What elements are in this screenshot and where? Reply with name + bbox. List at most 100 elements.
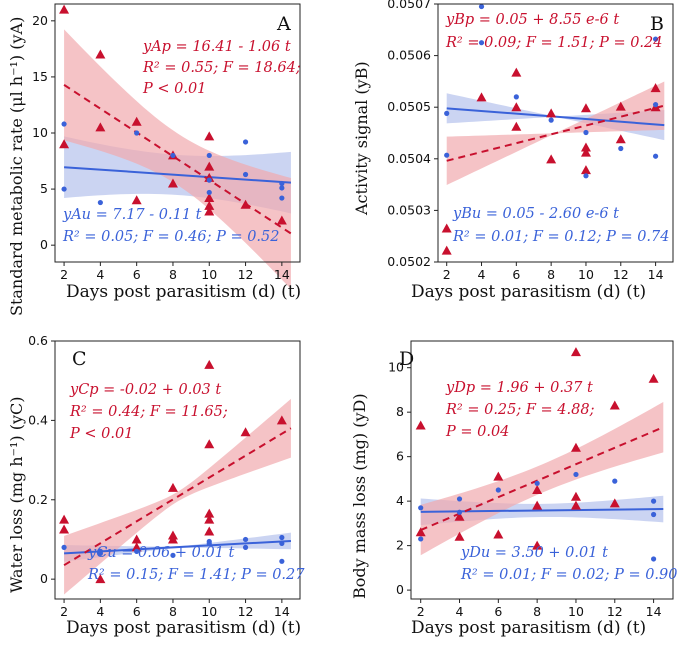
chart-c-eq-red-2: R² = 0.44; F = 11.65; [69,404,228,420]
point-parasitized [204,161,215,171]
point-unparasitized [650,556,657,562]
y-tick-label: 0.0505 [387,99,431,114]
point-parasitized [204,131,215,141]
chart-a-eq-red-3: P < 0.01 [142,81,206,97]
chart-c-xlabel: Days post parasitism (d) (t) [66,618,301,638]
point-parasitized [570,347,581,357]
x-tick-label: 4 [456,604,464,619]
chart-a-eq-red-1: yAp = 16.41 - 1.06 t [142,39,291,55]
point-parasitized [167,482,178,492]
point-unparasitized [279,185,285,191]
point-unparasitized [478,40,485,46]
plot-frame [410,340,674,600]
point-parasitized [240,199,251,209]
point-unparasitized [650,498,657,504]
x-tick-label: 2 [60,604,68,619]
point-unparasitized [652,102,659,108]
y-tick-label: 0.6 [28,333,48,348]
point-unparasitized [170,552,176,558]
point-unparasitized [170,152,176,159]
point-unparasitized [478,3,485,10]
x-tick-label: 6 [494,604,502,619]
chart-a-eq-blue-2: R² = 0.05; F = 0.46; P = 0.52 [62,229,280,245]
panel-d: 2 4 6 8 10 12 14 0 2 4 6 8 10 D yDp = 1.96 + 0.37 t … [343,321,685,645]
point-unparasitized [279,540,285,547]
chart-a-letter: A [276,13,291,35]
chart-c-plot: 2 4 6 8 10 12 14 0 0.2 0.4 0.6 [28,333,301,619]
point-unparasitized [618,145,624,152]
y-tick-label: 20 [32,13,48,28]
point-parasitized [441,223,452,233]
point-parasitized [204,359,215,369]
y-tick-label: 2 [396,538,404,553]
point-unparasitized [206,177,212,183]
fit-line-parasitized [420,426,664,531]
point-parasitized [511,121,522,131]
point-parasitized [95,574,106,584]
point-parasitized [648,373,659,383]
point-parasitized [131,195,142,205]
point-parasitized [511,67,522,77]
chart-a-eq-red-2: R² = 0.55; F = 18.64; [142,60,301,76]
chart-d-letter: D [399,348,414,370]
y-tick-label: 0.0507 [387,0,431,11]
chart-b-plot: 2 4 6 8 10 12 14 0.0502 0.0503 0.0504 0.0505 0.0506… [387,0,674,282]
y-tick-label: 0.0503 [387,202,431,217]
point-unparasitized [279,180,285,187]
x-tick-label: 14 [646,604,662,619]
x-tick-label: 10 [578,267,594,282]
point-parasitized [131,542,142,552]
x-tick-label: 10 [201,267,217,282]
point-unparasitized [418,536,424,542]
point-parasitized [95,122,106,132]
point-parasitized [650,83,661,93]
plot-frame [54,340,301,600]
point-unparasitized [97,199,103,206]
point-parasitized [415,527,426,537]
point-parasitized [59,514,70,524]
point-parasitized [131,534,142,544]
x-tick-label: 6 [133,267,141,282]
chart-a-xlabel: Days post parasitism (d) (t) [66,282,301,302]
point-parasitized [532,540,543,550]
x-tick-label: 10 [568,604,584,619]
x-tick-label: 14 [648,267,664,282]
point-parasitized [276,215,287,225]
point-unparasitized [583,129,589,136]
x-tick-label: 8 [169,604,177,619]
point-unparasitized [97,550,103,556]
point-unparasitized [279,195,285,201]
point-unparasitized [534,480,540,486]
point-parasitized [609,400,620,410]
point-parasitized [511,102,522,112]
chart-d-eq-blue-1: yDu = 3.50 + 0.01 t [460,545,608,561]
x-tick-label: 12 [238,267,254,282]
y-tick-label: 0.4 [28,412,48,427]
chart-b-xlabel: Days post parasitism (d) (t) [411,282,646,302]
point-parasitized [546,108,557,118]
point-parasitized [532,485,543,495]
x-tick-label: 8 [169,267,177,282]
point-parasitized [415,420,426,430]
chart-c-eq-red-3: P < 0.01 [69,426,133,442]
point-unparasitized [583,173,589,179]
y-tick-label: 15 [32,69,48,84]
point-parasitized [580,142,591,152]
chart-c-letter: C [72,348,87,370]
x-tick-label: 6 [512,267,520,282]
point-parasitized [609,498,620,508]
point-parasitized [131,116,142,126]
y-tick-label: 0.0504 [387,151,431,166]
point-unparasitized [206,152,212,159]
chart-c-eq-blue-1: yCu = 0.06 + 0.01 t [87,545,235,561]
chart-b-svg: 2 4 6 8 10 12 14 0.0502 0.0503 0.0504 0.0505 0.0506… [352,0,674,302]
point-parasitized [204,508,215,518]
point-unparasitized [444,110,450,116]
x-tick-label: 14 [274,604,290,619]
point-parasitized [546,154,557,164]
point-parasitized [59,524,70,534]
y-tick-label: 10 [32,125,48,140]
point-unparasitized [242,171,249,178]
